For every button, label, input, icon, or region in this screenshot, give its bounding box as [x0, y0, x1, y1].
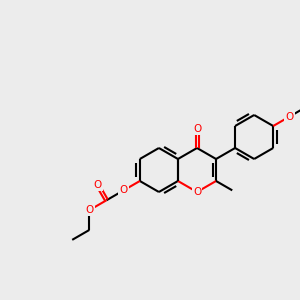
- Text: O: O: [193, 187, 201, 197]
- Text: O: O: [193, 124, 201, 134]
- Text: O: O: [119, 185, 128, 195]
- Text: O: O: [94, 180, 102, 190]
- Text: O: O: [85, 205, 94, 215]
- Text: O: O: [285, 112, 293, 122]
